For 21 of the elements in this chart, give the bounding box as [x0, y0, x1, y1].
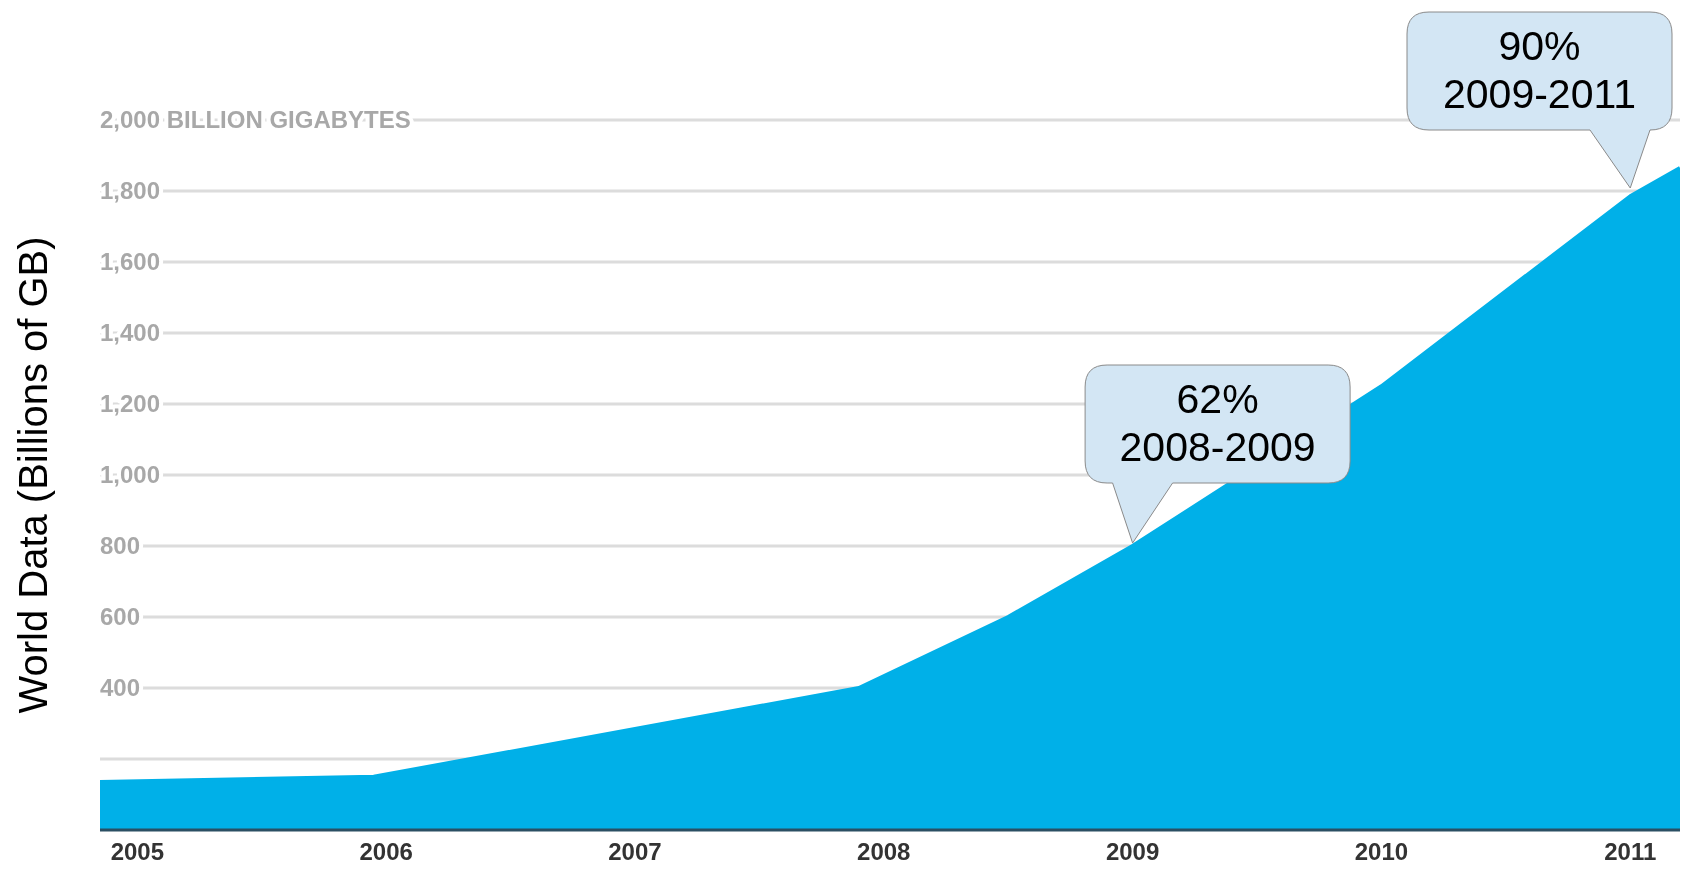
speech-bubble: 90% 2009-2011 [1406, 11, 1673, 189]
x-tick-label: 2007 [608, 838, 662, 865]
y-axis-title: World Data (Billions of GB) [11, 236, 56, 714]
y-tick-label: 1,200 [100, 390, 161, 418]
y-tick-label: 1,600 [100, 248, 161, 276]
y-tick-label: 400 [100, 674, 141, 702]
y-tick-label: 1,800 [100, 177, 161, 205]
x-tick-label: 2009 [1105, 838, 1160, 865]
y-tick-label: 2,000 BILLION GIGABYTES [100, 106, 411, 134]
annotation: 90% 2009-2011 [1442, 23, 1637, 117]
x-tick-label: 2011 [1604, 838, 1657, 865]
x-tick-label: 2006 [359, 838, 413, 865]
y-tick-label: 600 [100, 603, 141, 631]
speech-bubble: 62% 2008-2009 [1084, 364, 1351, 544]
annotation: 62% 2008-2009 [1119, 376, 1316, 470]
y-tick-label: 1,400 [100, 319, 161, 347]
x-tick-label: 2005 [110, 838, 165, 865]
y-tick-label: 800 [100, 532, 141, 560]
y-tick-label: 1,000 [100, 461, 161, 489]
x-tick-label: 2010 [1354, 838, 1409, 865]
x-tick-label: 2008 [857, 838, 911, 865]
